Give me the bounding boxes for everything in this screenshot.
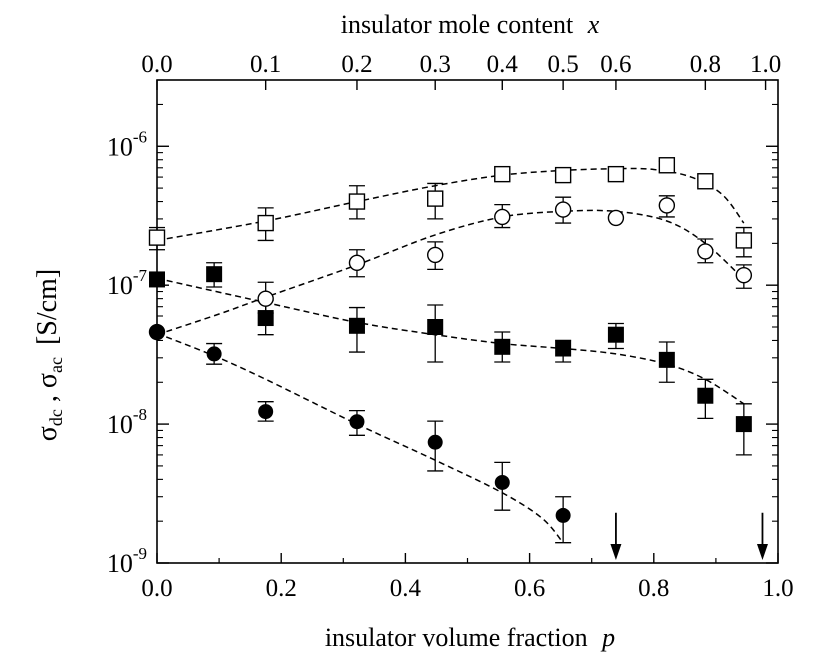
y-tick-label: 10-6	[107, 127, 147, 161]
top-tick-label: 0.0	[141, 51, 172, 78]
x-tick-label: 1.0	[762, 575, 793, 602]
y-axis-symbol-2: σ	[32, 373, 63, 388]
x-tick-label: 0.4	[390, 575, 422, 602]
data-point-open-square	[148, 229, 166, 246]
data-point-filled-circle	[555, 507, 571, 523]
data-point-filled-square	[149, 271, 165, 288]
y-axis-sub-dc: dc	[46, 409, 66, 426]
data-point-filled-square	[494, 338, 511, 355]
axis-ticks: 0.0 0.2 0.4 0.6 0.8 1.0 0.0 0.1 0.2 0.3 0.4 0.5 0.6 0…	[107, 51, 794, 602]
y-tick-label: 10-7	[107, 266, 148, 300]
data-point-filled-circle	[258, 404, 274, 420]
fit-curve	[156, 277, 745, 405]
top-tick-label: 1.0	[750, 51, 781, 78]
fit-curve	[156, 167, 745, 242]
y-tick-label: 10-9	[107, 544, 147, 578]
arrows	[610, 512, 768, 561]
data-point-open-circle	[658, 197, 676, 214]
data-point-filled-square	[555, 340, 572, 357]
top-tick-label: 0.5	[548, 51, 579, 78]
fit-curves	[156, 167, 745, 544]
data-point-open-square	[494, 165, 511, 183]
data-point-open-circle	[494, 208, 511, 226]
fit-curve	[156, 209, 745, 336]
top-tick-label: 0.8	[690, 51, 721, 78]
arrow-head	[610, 544, 622, 561]
data-point-open-square	[554, 166, 572, 184]
plot-border	[156, 79, 779, 564]
plot-frame	[156, 79, 779, 564]
data-point-open-circle	[735, 266, 753, 284]
data-point-filled-circle	[149, 324, 165, 340]
x-tick-label: 0.2	[266, 575, 297, 602]
top-tick-label: 0.1	[250, 51, 281, 78]
x-axis-title: insulator volume fraction p	[325, 623, 615, 652]
data-point-open-circle	[554, 201, 572, 218]
data-point-filled-square	[348, 317, 365, 334]
top-tick-label: 0.4	[487, 51, 519, 78]
data-point-filled-circle	[494, 474, 510, 490]
data-point-open-square	[257, 214, 274, 232]
top-axis-title: insulator mole content x	[341, 10, 600, 39]
y-axis-symbol-1: σ	[32, 426, 63, 441]
data-point-open-square	[607, 165, 625, 183]
data-point-open-circle	[607, 209, 625, 227]
data-point-open-square	[658, 157, 676, 174]
top-tick-label: 0.3	[420, 51, 451, 78]
y-axis-sub-ac: ac	[46, 357, 66, 373]
data-point-filled-square	[697, 387, 714, 404]
data-point-filled-circle	[427, 434, 443, 450]
y-axis-title: σdc , σac[S/cm]	[32, 269, 66, 441]
fit-curve	[156, 332, 564, 544]
data-point-filled-square	[257, 310, 274, 327]
data-point-open-square	[348, 193, 366, 210]
data-point-filled-square	[427, 318, 444, 335]
y-axis-separator: ,	[32, 388, 63, 409]
data-point-open-circle	[348, 254, 366, 271]
data-point-filled-square	[658, 351, 675, 368]
data-point-open-square	[427, 190, 444, 207]
top-axis-label: insulator mole content	[341, 10, 574, 39]
arrow-head	[756, 544, 768, 561]
data-point-filled-square	[607, 326, 624, 343]
x-tick-label: 0.0	[141, 575, 172, 602]
x-tick-label: 0.8	[638, 575, 669, 602]
x-tick-label: 0.6	[514, 575, 545, 602]
y-tick-label: 10-8	[107, 405, 147, 439]
data-point-filled-square	[206, 266, 223, 283]
data-point-open-circle	[427, 246, 444, 264]
data-point-filled-circle	[206, 346, 222, 362]
data-point-open-square	[697, 173, 714, 190]
data-point-filled-circle	[349, 414, 365, 430]
top-tick-label: 0.2	[341, 51, 372, 78]
top-tick-label: 0.6	[600, 51, 631, 78]
data-point-open-circle	[697, 243, 714, 260]
x-axis-label: insulator volume fraction	[325, 623, 588, 652]
data-point-open-square	[735, 232, 753, 249]
top-axis-variable: x	[587, 10, 600, 39]
x-axis-variable: p	[600, 623, 615, 652]
data-markers	[148, 157, 753, 523]
data-point-open-circle	[257, 290, 274, 307]
data-point-filled-square	[735, 416, 752, 433]
y-axis-unit: [S/cm]	[32, 269, 63, 345]
